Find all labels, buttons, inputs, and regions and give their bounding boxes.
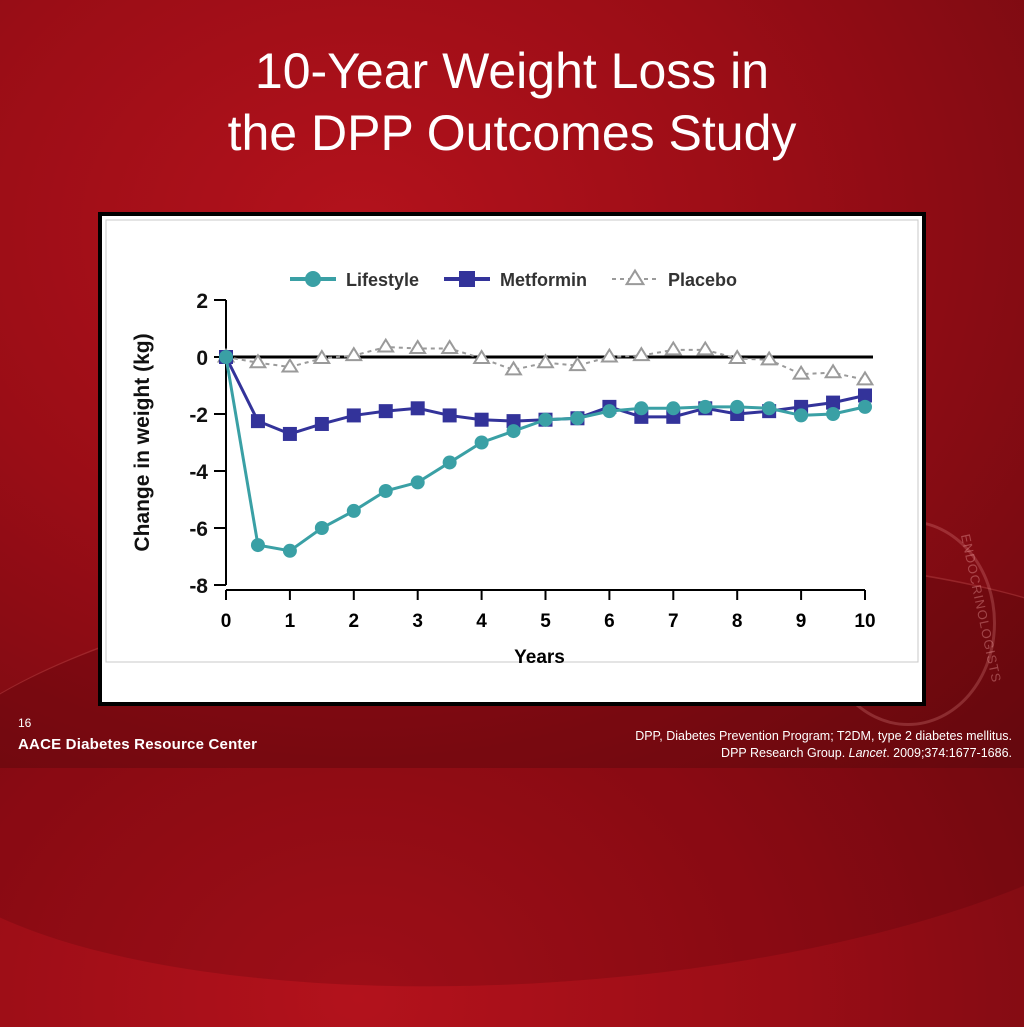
data-point-lifestyle [858, 399, 872, 414]
data-point-lifestyle [378, 483, 393, 498]
data-point-placebo [536, 353, 555, 369]
y-tick-label: -6 [189, 518, 208, 541]
y-tick-label: -2 [189, 404, 208, 427]
data-point-metformin [346, 408, 361, 423]
data-point-placebo [696, 340, 715, 356]
data-point-metformin [410, 401, 425, 416]
data-point-lifestyle [538, 412, 553, 427]
data-point-lifestyle [762, 401, 777, 416]
data-point-metformin [474, 412, 489, 427]
data-point-metformin [442, 408, 457, 423]
slide-title-line-2: the DPP Outcomes Study [227, 105, 797, 161]
data-point-placebo [312, 349, 331, 364]
data-point-lifestyle [698, 399, 713, 414]
data-point-lifestyle [666, 401, 681, 416]
data-point-lifestyle [634, 401, 649, 416]
y-tick-label: -8 [189, 575, 208, 598]
page-number: 16 [18, 716, 32, 730]
x-tick-label: 6 [604, 611, 615, 632]
data-point-placebo [344, 346, 363, 362]
data-point-metformin [282, 426, 297, 441]
data-point-metformin [378, 404, 393, 419]
seal-text: ENDOCRINOLOGISTS [957, 532, 1005, 685]
footnote-line-2: DPP Research Group. Lancet. 2009;374:167… [635, 745, 1012, 762]
y-axis-label: Change in weight (kg) [131, 333, 154, 551]
footnote-line-1: DPP, Diabetes Prevention Program; T2DM, … [635, 729, 1012, 743]
x-tick-label: 0 [221, 611, 232, 632]
data-point-placebo [408, 339, 427, 354]
data-point-placebo [472, 349, 491, 364]
data-point-placebo [568, 356, 587, 372]
x-tick-label: 8 [732, 611, 743, 632]
footnote-journal: Lancet [848, 746, 887, 760]
legend-marker-lifestyle [305, 271, 321, 287]
x-tick-label: 7 [668, 611, 679, 632]
data-point-metformin [858, 388, 872, 403]
x-tick-label: 10 [854, 611, 875, 632]
data-point-placebo [855, 370, 875, 386]
slide-title: 10-Year Weight Loss in the DPP Outcomes … [0, 40, 1024, 164]
data-point-placebo [632, 346, 651, 362]
footnote-authors: DPP Research Group. [721, 746, 849, 760]
data-point-lifestyle [826, 407, 841, 421]
data-point-lifestyle [442, 455, 457, 470]
data-point-lifestyle [794, 408, 809, 423]
data-point-placebo [791, 364, 811, 380]
x-axis-label: Years [514, 647, 565, 668]
data-point-metformin [250, 414, 265, 429]
y-tick-label: 0 [196, 347, 208, 370]
x-tick-label: 2 [349, 611, 360, 632]
data-point-lifestyle [314, 521, 329, 535]
data-point-placebo [248, 353, 268, 369]
data-point-placebo [376, 337, 395, 353]
data-point-lifestyle [506, 424, 521, 439]
data-point-lifestyle [602, 404, 617, 419]
x-tick-label: 1 [285, 611, 296, 632]
data-point-lifestyle [570, 411, 585, 426]
legend-label-placebo: Placebo [668, 270, 737, 290]
data-point-lifestyle [474, 435, 489, 450]
legend-marker-metformin [459, 271, 475, 287]
y-tick-label: 2 [196, 290, 208, 313]
legend-label-metformin: Metformin [500, 270, 587, 290]
data-point-metformin [506, 414, 521, 429]
data-point-metformin [314, 416, 329, 431]
footnote-citation: . 2009;374:1677-1686. [886, 746, 1012, 760]
x-tick-label: 5 [540, 611, 551, 632]
slide-title-line-1: 10-Year Weight Loss in [254, 43, 770, 99]
y-tick-label: -4 [189, 461, 208, 484]
data-point-placebo [728, 349, 747, 364]
data-point-lifestyle [346, 503, 361, 518]
data-point-lifestyle [219, 350, 233, 364]
x-tick-label: 3 [412, 611, 423, 632]
weight-change-chart: 2 0 -2 -4 -6 -8 Change in weight (kg) 0 1 2 3 4 5 6 7 8… [105, 219, 919, 668]
data-point-placebo [504, 360, 523, 376]
x-tick-label: 9 [796, 611, 807, 632]
data-point-lifestyle [730, 399, 745, 414]
legend-label-lifestyle: Lifestyle [346, 270, 419, 290]
data-point-lifestyle [282, 543, 297, 558]
data-point-placebo [440, 339, 459, 354]
data-point-placebo [823, 363, 843, 379]
data-point-lifestyle [250, 538, 265, 553]
data-point-placebo [280, 357, 300, 373]
x-tick-label: 4 [476, 611, 487, 632]
chart-frame: 2 0 -2 -4 -6 -8 Change in weight (kg) 0 1 2 3 4 5 6 7 8… [98, 212, 926, 706]
footnote: DPP, Diabetes Prevention Program; T2DM, … [635, 728, 1012, 762]
data-point-metformin [826, 395, 841, 410]
data-point-placebo [664, 340, 683, 356]
legend-marker-placebo [624, 268, 646, 286]
footer-brand: AACE Diabetes Resource Center [18, 736, 258, 753]
data-point-placebo [760, 350, 779, 366]
data-point-lifestyle [410, 475, 425, 490]
data-point-placebo [600, 347, 619, 363]
